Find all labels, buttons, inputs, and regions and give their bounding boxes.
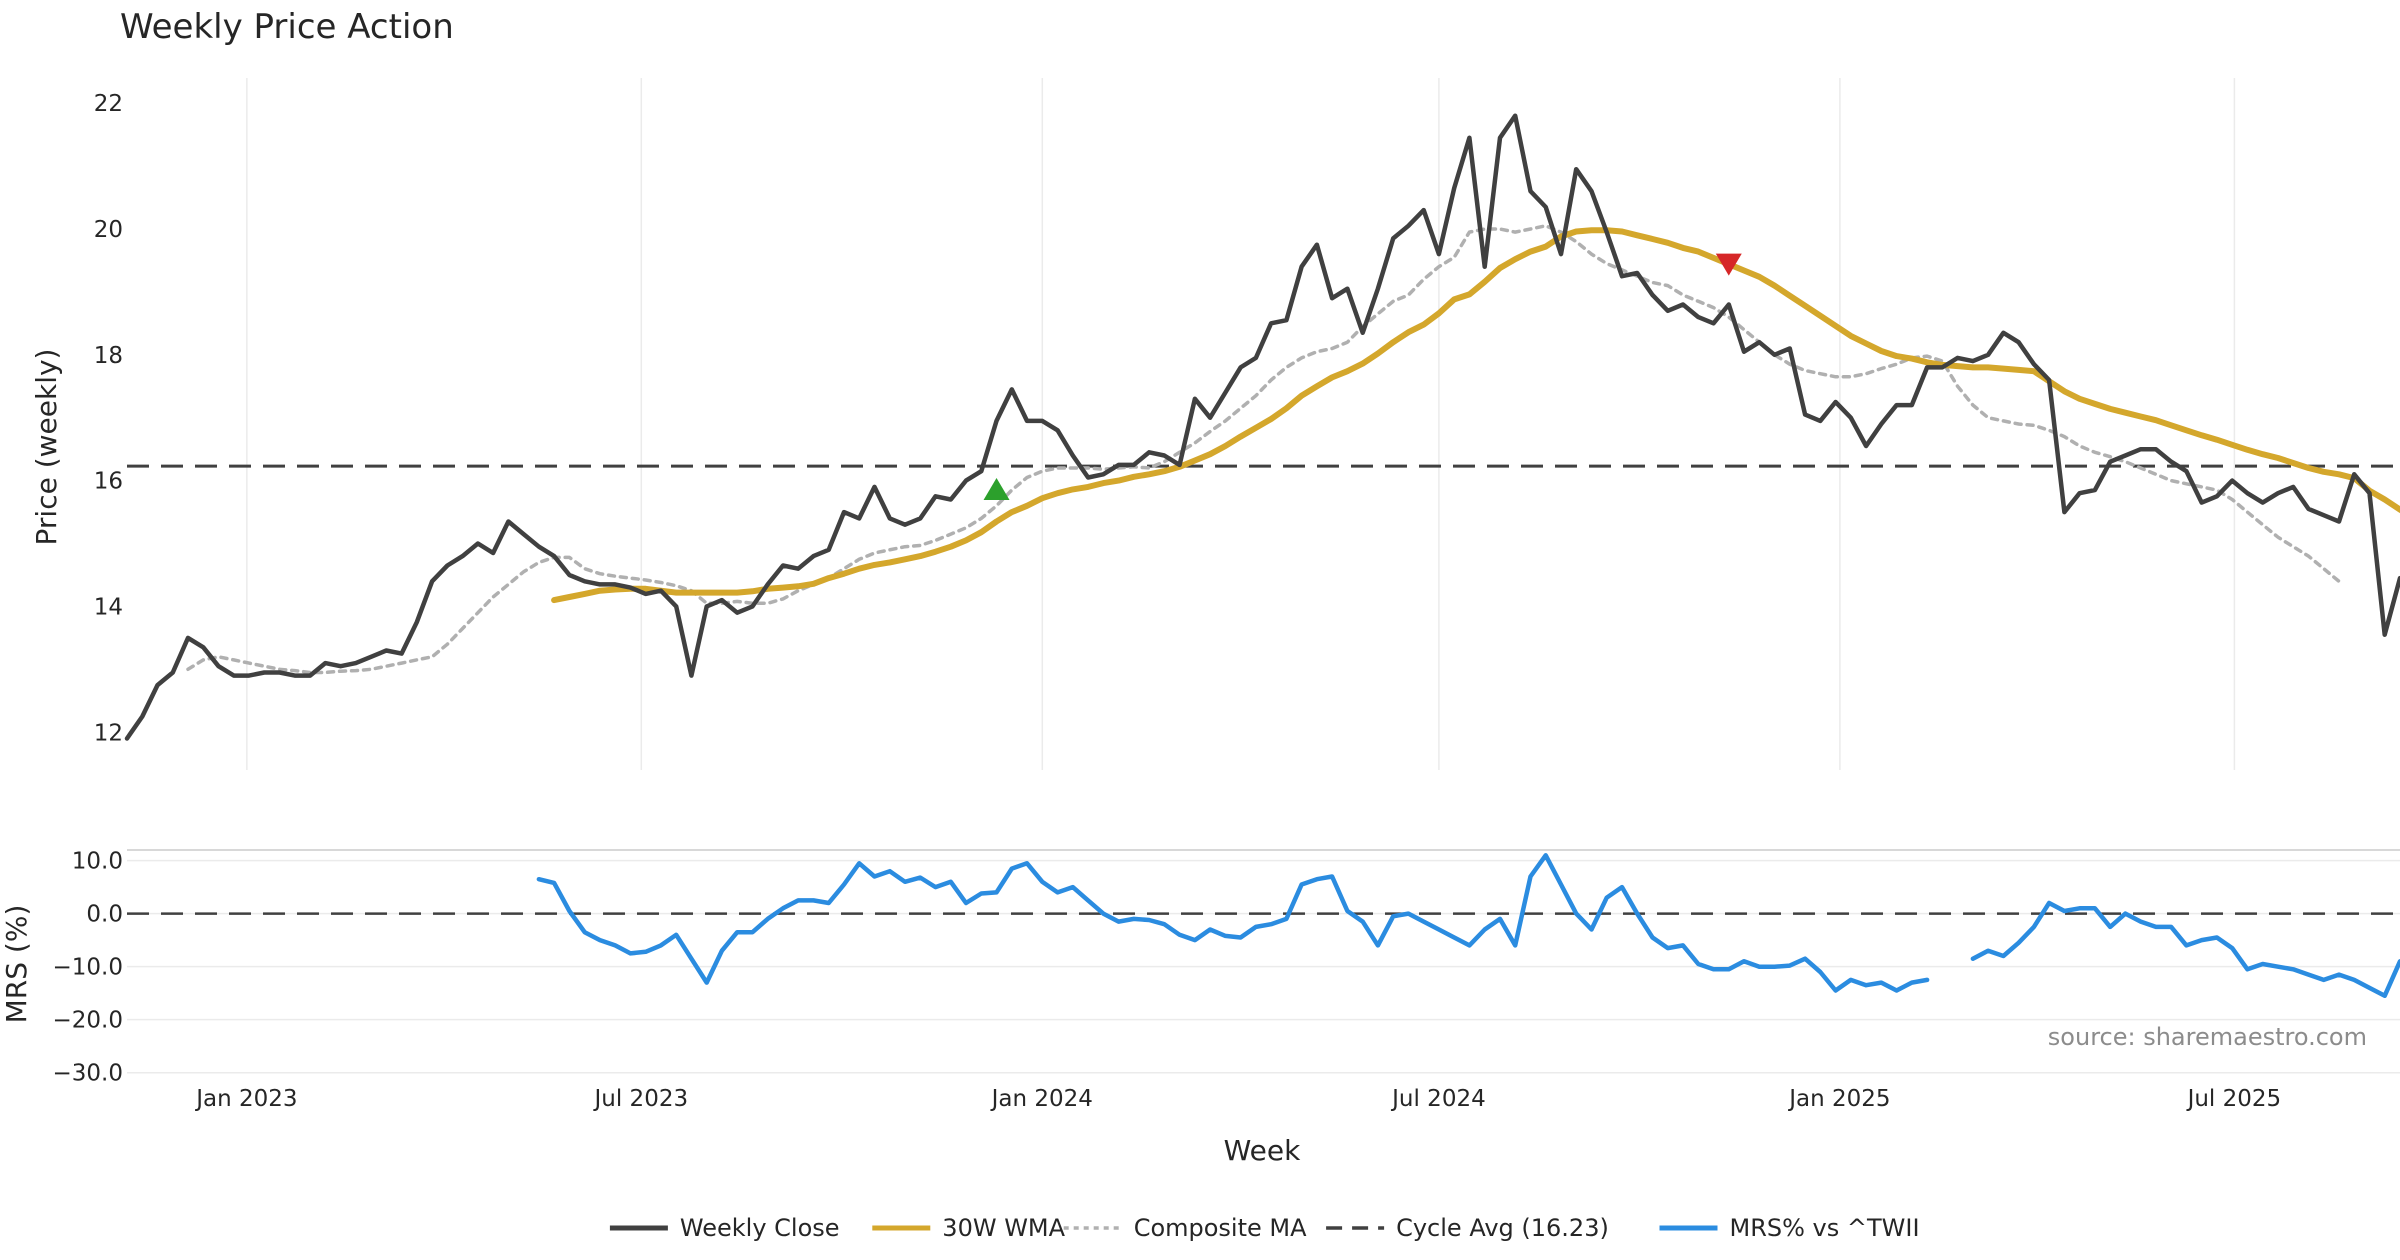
x-ticks: Jan 2023 Jul 2023 Jan 2024 Jul 2024 Jan 2025… [194,1086,2281,1112]
price-y-ticks: 12 14 16 18 20 22 [94,91,123,746]
mrs-y-tick-label: 0.0 [86,902,123,928]
price-series [124,113,2400,741]
x-axis-label: Week [1224,1134,1301,1167]
mrs-series [536,853,2400,999]
x-tick-label: Jan 2024 [990,1086,1093,1112]
mrs-y-tick-label: −30.0 [53,1061,123,1087]
series-line-mrs-vs-twii [536,853,2400,999]
buy-signal-marker [983,478,1010,501]
price-panel-grid [246,78,2236,770]
x-tick-label: Jan 2023 [194,1086,297,1112]
mrs-y-tick-label: 10.0 [72,849,123,875]
legend-item-weekly-close: Weekly Close [609,1214,840,1242]
mrs-y-ticks: 10.0 0.0 −10.0 −20.0 −30.0 [53,849,123,1087]
legend-label: Cycle Avg (16.23) [1396,1214,1609,1242]
price-y-tick-label: 22 [94,91,123,117]
signal-markers [983,253,1742,501]
x-tick-label: Jul 2023 [593,1086,689,1112]
x-tick-label: Jan 2025 [1787,1086,1890,1112]
source-note: source: sharemaestro.com [2048,1023,2367,1051]
legend-item-30w-wma: 30W WMA [872,1214,1066,1242]
x-tick-label: Jul 2025 [2186,1086,2282,1112]
legend-item-composite-ma: Composite MA [1063,1214,1307,1242]
sell-signal-marker [1715,253,1742,276]
series-line-30w-wma [551,227,2400,604]
price-y-tick-label: 12 [94,720,123,746]
legend-label: MRS% vs ^TWII [1730,1214,1920,1242]
mrs-panel-grid [127,859,2400,1074]
series-line-weekly-close [124,113,2400,741]
legend: Weekly Close 30W WMA Composite MA Cycle Avg… [609,1214,1920,1242]
legend-item-mrs-vs-twii: MRS% vs ^TWII [1659,1214,1920,1242]
price-y-tick-label: 20 [94,217,123,243]
legend-item-cycle-avg-16-23: Cycle Avg (16.23) [1326,1214,1609,1242]
price-y-axis-label: Price (weekly) [30,349,63,546]
x-tick-label: Jul 2024 [1390,1086,1486,1112]
legend-label: 30W WMA [942,1214,1065,1242]
mrs-y-tick-label: −10.0 [53,955,123,981]
legend-label: Weekly Close [680,1214,840,1242]
price-y-tick-label: 18 [94,343,123,369]
series-line-composite-ma [186,224,2341,675]
mrs-y-tick-label: −20.0 [53,1008,123,1034]
chart-title: Weekly Price Action [120,7,454,47]
price-y-tick-label: 16 [94,469,123,495]
price-y-tick-label: 14 [94,594,123,620]
legend-label: Composite MA [1134,1214,1307,1242]
mrs-y-axis-label: MRS (%) [0,905,33,1024]
